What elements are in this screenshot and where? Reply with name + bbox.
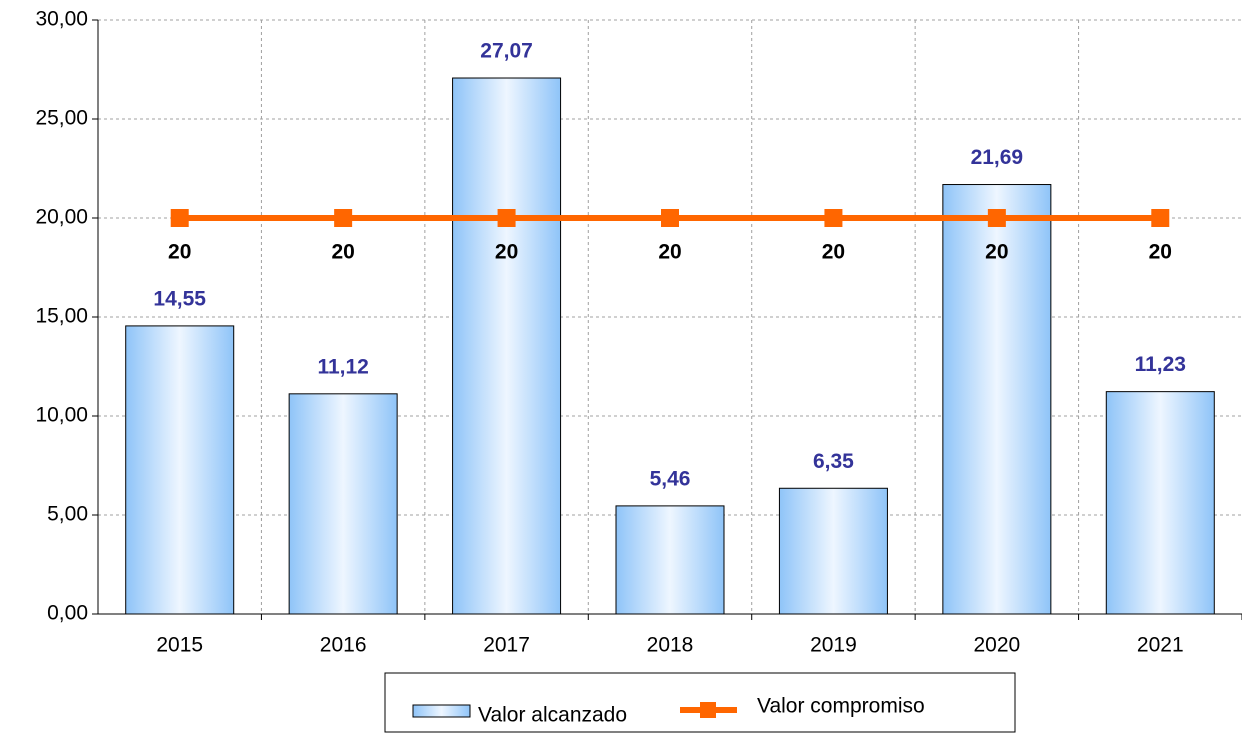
legend-swatch [412,704,471,718]
line-value-label: 20 [822,241,845,264]
bar-value-label: 14,55 [153,287,206,310]
bar [778,487,888,615]
line-marker [661,209,679,227]
bar [942,184,1052,615]
bar-value-label: 6,35 [813,450,854,473]
line-marker [497,209,516,227]
y-tick-label: 10,00 [35,404,88,427]
line-marker [987,209,1006,227]
line-value-label: 20 [168,241,191,264]
x-tick-label: 2017 [483,634,530,657]
legend-marker [700,702,716,718]
y-tick-label: 20,00 [35,206,88,229]
legend-label: Valor alcanzado [478,704,627,727]
line-value-label: 20 [658,241,681,264]
line-marker [334,209,353,227]
y-tick-label: 25,00 [35,107,88,130]
bar-value-label: 5,46 [650,467,691,490]
y-tick-label: 5,00 [47,503,88,526]
x-tick-label: 2020 [973,634,1020,657]
y-tick-label: 0,00 [47,602,88,625]
line-marker [1151,209,1170,227]
bar-value-label: 11,23 [1135,353,1186,376]
x-tick-label: 2019 [810,634,857,657]
line-marker [170,209,189,227]
bar [615,505,725,615]
bar [125,325,235,615]
line-value-label: 20 [985,241,1008,264]
line-value-label: 20 [495,241,518,264]
x-tick-label: 2015 [156,634,203,657]
line-value-label: 20 [1149,241,1172,264]
bar [288,393,398,615]
bar [1105,391,1215,615]
bar-value-label: 21,69 [971,146,1024,169]
x-tick-label: 2018 [647,634,694,657]
line-marker [824,209,843,227]
legend-label: Valor compromiso [757,695,925,718]
line-value-label: 20 [331,241,354,264]
y-tick-label: 15,00 [35,305,88,328]
x-tick-label: 2016 [320,634,367,657]
y-tick-label: 30,00 [35,8,88,31]
x-tick-label: 2021 [1137,634,1184,657]
bar-value-label: 27,07 [480,40,533,63]
bar [452,77,562,615]
bar-value-label: 11,12 [317,355,368,378]
